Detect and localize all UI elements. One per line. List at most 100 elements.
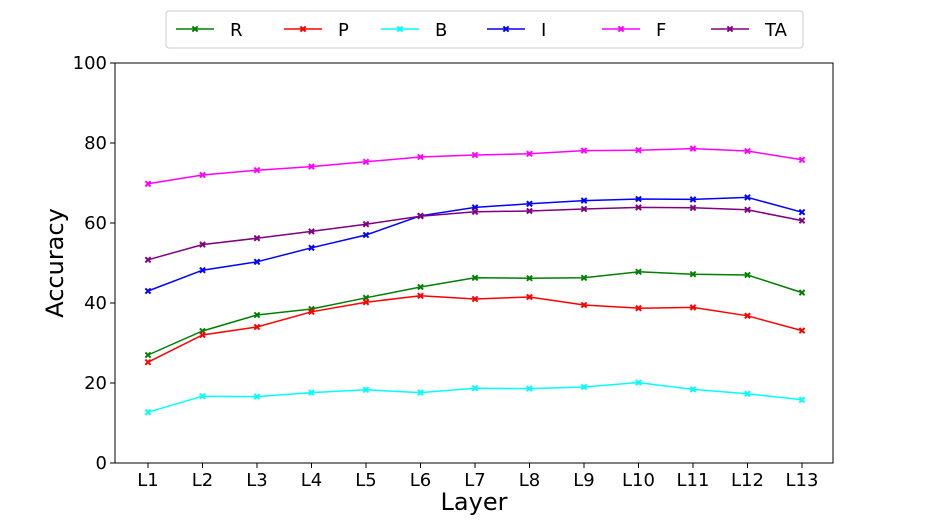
- data-point: [253, 311, 261, 319]
- data-point: [798, 396, 806, 404]
- x-tick-label: L3: [246, 470, 267, 491]
- x-tick-label: L4: [301, 470, 322, 491]
- y-tick-label: 100: [73, 53, 107, 74]
- legend-label: R: [230, 20, 243, 41]
- data-point: [798, 289, 806, 296]
- data-point: [580, 147, 588, 154]
- legend-marker: [299, 25, 307, 33]
- data-point: [417, 153, 424, 161]
- x-tick-label: L8: [519, 470, 540, 491]
- data-point: [798, 156, 806, 164]
- data-point: [689, 304, 697, 311]
- data-point: [798, 208, 806, 216]
- data-point: [362, 231, 370, 239]
- data-point: [744, 312, 751, 320]
- x-tick-label: L5: [355, 470, 376, 491]
- legend-label: TA: [764, 20, 788, 41]
- data-point: [144, 408, 152, 416]
- data-point: [689, 386, 697, 393]
- data-point: [199, 266, 206, 274]
- data-point: [144, 256, 152, 264]
- data-point: [471, 384, 479, 392]
- data-point: [362, 158, 370, 166]
- data-point: [580, 205, 588, 213]
- legend: R P B I F TA: [165, 10, 804, 49]
- legend-label: P: [338, 20, 349, 41]
- y-axis-title: Accuracy: [41, 208, 69, 318]
- data-point: [744, 271, 751, 279]
- legend-box: [165, 10, 804, 49]
- data-point: [308, 163, 315, 170]
- x-tick-label: L6: [410, 470, 431, 491]
- data-point: [199, 241, 206, 248]
- series-b: [144, 379, 806, 416]
- data-point: [362, 386, 370, 394]
- data-point: [798, 327, 806, 334]
- data-point: [199, 331, 206, 339]
- data-point: [253, 166, 261, 174]
- legend-marker: [502, 25, 510, 33]
- data-point: [744, 147, 751, 155]
- legend-item-r: R: [176, 20, 243, 41]
- y-tick-label: 40: [84, 293, 107, 314]
- data-point: [362, 220, 370, 228]
- series-ta: [144, 204, 806, 264]
- legend-label: F: [656, 20, 666, 41]
- data-point: [580, 197, 588, 204]
- data-point: [144, 358, 152, 366]
- data-point: [635, 195, 642, 203]
- data-point: [526, 385, 533, 392]
- data-point: [308, 389, 315, 396]
- data-point: [199, 171, 206, 179]
- plot-area: [114, 62, 834, 464]
- x-tick-label: L9: [573, 470, 594, 491]
- data-point: [362, 298, 370, 306]
- data-point: [417, 292, 424, 300]
- data-point: [199, 392, 206, 400]
- y-tick-label: 20: [84, 373, 107, 394]
- data-point: [635, 304, 642, 312]
- data-point: [144, 351, 152, 359]
- x-tick-label: L13: [786, 470, 819, 491]
- x-tick-label: L11: [677, 470, 710, 491]
- series-f: [144, 145, 806, 188]
- data-point: [689, 270, 697, 278]
- legend-marker: [617, 25, 625, 33]
- legend-marker: [396, 25, 404, 33]
- data-point: [253, 258, 261, 266]
- legend-marker: [726, 25, 734, 33]
- data-point: [580, 274, 588, 282]
- y-tick-label: 60: [84, 213, 107, 234]
- legend-marker: [191, 25, 199, 33]
- data-point: [635, 379, 642, 386]
- x-axis: L1 L2 L3 L4 L5 L6 L7 L8 L9 L10 L11 L12 L13: [137, 463, 818, 491]
- data-point: [471, 274, 479, 282]
- x-tick-label: L2: [192, 470, 213, 491]
- data-point: [526, 207, 533, 215]
- data-point: [635, 268, 642, 276]
- data-point: [471, 295, 479, 303]
- data-point: [308, 228, 315, 235]
- data-point: [689, 204, 697, 212]
- data-point: [144, 287, 152, 295]
- legend-item-b: B: [381, 20, 447, 41]
- data-point: [635, 146, 642, 154]
- data-point: [308, 308, 315, 316]
- data-point: [308, 244, 315, 252]
- legend-label: B: [435, 20, 447, 41]
- x-tick-label: L7: [464, 470, 485, 491]
- legend-item-i: I: [487, 20, 546, 41]
- data-point: [471, 208, 479, 216]
- data-point: [417, 389, 424, 396]
- legend-item-ta: TA: [711, 20, 788, 41]
- data-point: [580, 383, 588, 391]
- data-point: [417, 212, 424, 220]
- data-point: [526, 150, 533, 158]
- data-point: [744, 206, 751, 214]
- y-tick-label: 0: [96, 453, 107, 474]
- series-p: [144, 292, 806, 366]
- x-tick-label: L10: [622, 470, 655, 491]
- data-point: [744, 194, 751, 201]
- data-point: [526, 293, 533, 301]
